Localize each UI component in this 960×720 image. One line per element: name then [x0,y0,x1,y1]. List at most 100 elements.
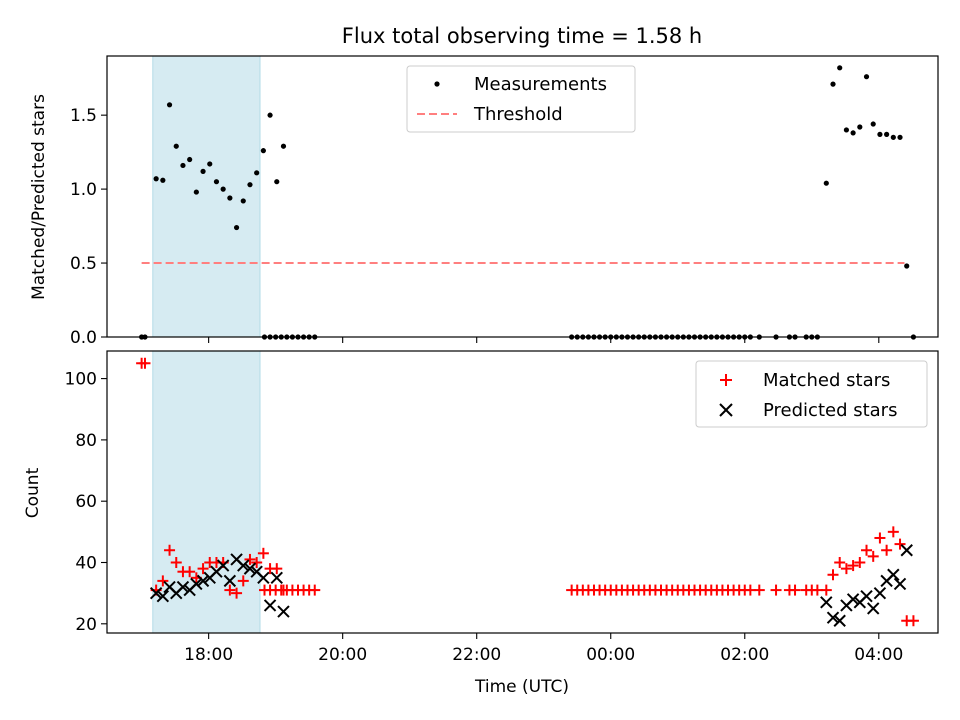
predicted-star-point [893,577,907,591]
legend-measurements-label: Measurements [474,74,607,95]
matched-star-point [789,584,801,596]
matched-star-point [827,569,839,581]
measurement-point [193,189,199,195]
matched-star-point [887,526,899,538]
matched-star-point [231,587,243,599]
legend-measurements-marker [434,81,440,87]
matched-star-point [164,544,176,556]
matched-star-point [251,557,263,568]
measurement-point [180,162,186,169]
bottom-panel: 18:00 20:00 22:00 00:00 02:00 04:00 20 40 60 80 1… [23,350,939,665]
matched-star-point [867,550,879,562]
matched-star-point [770,584,782,596]
predicted-star-point [826,611,840,624]
matched-star-point [157,575,169,587]
top-legend: Measurements Threshold [406,65,636,133]
y-tick-label: 100 [65,370,97,390]
legend-threshold-label: Threshold [473,104,563,125]
predicted-star-point [277,605,290,618]
predicted-star-point [900,544,913,557]
measurement-point [233,224,240,231]
predicted-star-point [860,590,873,603]
measurement-point [240,198,246,204]
predicted-star-point [196,574,210,588]
measurement-point [220,186,226,192]
legend-predicted-marker [719,403,733,417]
x-tick-label: 22:00 [452,645,501,665]
matched-star-point [894,538,906,550]
matched-star-point [820,584,832,596]
predicted-star-point [833,614,846,627]
bottom-legend: Matched stars Predicted stars [695,360,928,428]
predicted-star-point [820,596,833,609]
x-tick-label: 20:00 [318,645,367,665]
bottom-y-axis-label: Count [23,467,43,518]
legend-matched-label: Matched stars [763,370,890,391]
predicted-star-point [216,559,230,572]
predicted-star-point [867,602,880,615]
measurement-point [890,134,896,140]
matched-star-point [139,357,151,369]
measurement-point [160,177,166,183]
measurement-point [884,131,890,137]
y-tick-label: 60 [75,492,97,512]
measurement-point [843,127,850,133]
x-tick-label: 04:00 [854,645,903,665]
matched-star-point [834,557,846,568]
measurement-point [897,134,903,140]
measurement-point [877,131,883,137]
predicted-star-point [873,586,887,600]
matched-star-point [184,566,196,578]
highlight-span-rect [152,55,261,338]
measurement-point [850,130,856,136]
legend-predicted-label: Predicted stars [763,400,897,421]
measurement-point [857,124,863,130]
matched-star-point [861,544,873,556]
measurement-point [280,143,287,149]
matched-star-point [170,557,182,568]
y-tick-label: 0.0 [70,328,97,348]
x-tick-label: 02:00 [720,645,769,665]
highlight-span-rect [152,350,261,634]
predicted-star-point [887,568,900,581]
measurement-point [870,121,876,127]
y-tick-label: 1.5 [70,106,97,126]
matched-star-point [257,547,269,559]
predicted-star-point [237,559,250,572]
top-y-ticks: 0.0 0.5 1.0 1.5 [70,106,107,348]
matched-star-point [753,584,765,596]
figure-title: Flux total observing time = 1.58 h [342,24,702,48]
matched-star-point [309,584,321,596]
y-tick-label: 40 [75,554,97,574]
bottom-highlight-span [152,350,261,634]
predicted-star-point [846,593,860,606]
measurement-point [863,74,870,80]
y-tick-label: 80 [75,431,97,451]
measurement-point [166,102,173,108]
matched-star-point [271,563,283,575]
matched-star-point [840,563,852,575]
measurement-point [267,112,273,118]
measurement-point [227,195,233,201]
top-plot-frame [106,55,939,338]
matched-star-point [881,544,893,556]
y-tick-label: 0.5 [70,254,97,274]
bottom-x-ticks: 18:00 20:00 22:00 00:00 02:00 04:00 [184,633,903,665]
measurement-point [274,179,280,185]
predicted-star-point [190,577,203,591]
measurement-point [904,263,910,269]
measurement-point [213,179,220,185]
top-x-ticks [208,337,880,343]
predicted-star-point [223,574,237,588]
measurement-point [200,168,206,174]
measurement-point [187,156,193,163]
predicted-star-point [263,599,277,612]
predicted-star-point [243,562,257,575]
predicted-star-point [270,571,283,585]
matched-star-point [197,563,209,575]
bottom-y-ticks: 20 40 60 80 100 [65,370,107,635]
matched-star-point [847,560,859,572]
count-points [136,357,919,627]
predicted-star-point [156,590,170,603]
